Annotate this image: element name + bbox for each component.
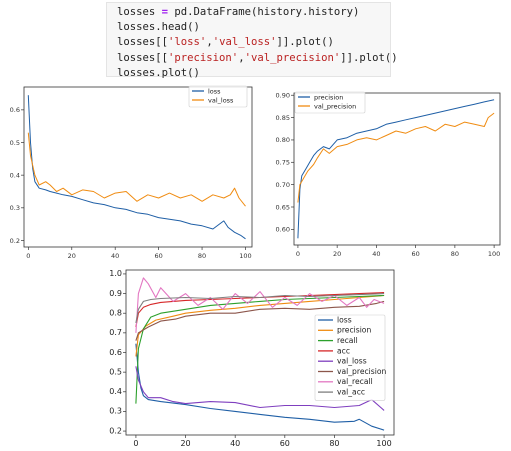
y-tick-label: 0.6 xyxy=(10,106,20,114)
y-tick-label: 0.3 xyxy=(10,204,20,212)
x-tick-label: 40 xyxy=(230,439,240,448)
y-tick-label: 0.6 xyxy=(109,348,122,357)
code-string: 'precision' xyxy=(168,51,239,64)
legend-label: loss xyxy=(337,315,352,324)
x-tick-label: 60 xyxy=(154,252,162,260)
code-token: , xyxy=(238,51,245,64)
series-line-val-acc xyxy=(135,293,385,324)
legend-label: loss xyxy=(208,87,221,95)
code-token: losses.plot() xyxy=(117,66,200,79)
x-tick-label: 0 xyxy=(26,252,30,260)
code-cell: losses = pd.DataFrame(history.history) lo… xyxy=(106,2,398,79)
legend-label: val_loss xyxy=(337,357,367,366)
code-token: ]].plot() xyxy=(340,51,398,64)
series-line-val-precision xyxy=(135,300,385,341)
series-line-val-loss xyxy=(27,132,246,207)
series-line-val-recall xyxy=(135,277,385,333)
y-tick-label: 0.85 xyxy=(276,114,290,122)
precision-chart: 0 20 40 60 80 100 0.60 0.65 0.70 0.75 0.80 0.85 0.90… xyxy=(272,81,508,263)
y-tick-label: 0.80 xyxy=(276,136,290,144)
code-line: losses.plot() xyxy=(117,66,390,81)
code-line: losses = pd.DataFrame(history.history) xyxy=(117,5,390,20)
y-tick-label: 1.0 xyxy=(109,269,122,278)
y-tick-label: 0.9 xyxy=(109,289,122,298)
series-line-loss xyxy=(27,95,246,240)
x-tick-label: 100 xyxy=(239,252,251,260)
x-tick-label: 0 xyxy=(133,439,138,448)
code-line: losses.head() xyxy=(117,20,390,35)
legend-box xyxy=(314,314,386,401)
series-line-val-loss xyxy=(135,366,385,411)
x-tick-label: 20 xyxy=(180,439,190,448)
code-token: losses[[ xyxy=(117,36,169,49)
y-tick-label: 0.2 xyxy=(109,426,122,435)
x-tick-label: 40 xyxy=(372,250,380,258)
all-metrics-chart: 0 20 40 60 80 100 0.2 0.3 0.4 0.5 0.6 0.7 0.8 0.9 1.0 l… xyxy=(104,266,400,451)
x-tick-label: 60 xyxy=(411,250,419,258)
precision-chart-svg: 0 20 40 60 80 100 0.60 0.65 0.70 0.75 0.80 0.85 0.90… xyxy=(276,91,501,258)
code-token: losses xyxy=(117,6,162,18)
code-token: ]].plot() xyxy=(276,36,334,49)
legend-label: val_acc xyxy=(337,388,365,397)
x-tick-label: 80 xyxy=(329,439,339,448)
code-token: pd.DataFrame(history.history) xyxy=(168,6,360,18)
legend-label: val_precision xyxy=(337,367,386,376)
legend-label: val_loss xyxy=(208,96,234,104)
code-line: losses[['loss','val_loss']].plot() xyxy=(117,35,390,50)
code-token: = xyxy=(161,6,169,18)
code-line: losses[['precision','val_precision']].pl… xyxy=(117,51,398,66)
y-tick-label: 0.4 xyxy=(10,171,20,179)
y-tick-label: 0.2 xyxy=(10,237,20,245)
y-tick-label: 0.65 xyxy=(276,203,290,211)
legend-label: acc xyxy=(337,346,350,355)
code-string: 'val_loss' xyxy=(212,36,277,49)
code-string: 'loss' xyxy=(168,36,207,49)
legend-label: val_precision xyxy=(314,102,356,110)
x-tick-label: 60 xyxy=(280,439,290,448)
x-tick-label: 100 xyxy=(376,439,391,448)
loss-chart: 0 20 40 60 80 100 0.2 0.3 0.4 0.5 0.6 loss val_loss xyxy=(6,81,258,263)
code-string: 'val_precision' xyxy=(244,51,341,64)
axes-frame xyxy=(293,92,501,246)
y-tick-label: 0.5 xyxy=(10,139,20,147)
series-line-acc xyxy=(135,292,385,328)
legend-label: recall xyxy=(337,336,358,345)
x-tick-label: 40 xyxy=(111,252,119,260)
series-line-precision xyxy=(297,99,495,239)
x-tick-label: 100 xyxy=(488,250,500,258)
y-tick-label: 0.3 xyxy=(109,407,122,416)
y-tick-label: 0.75 xyxy=(276,159,290,167)
legend-label: precision xyxy=(314,93,343,101)
code-token: , xyxy=(206,36,213,49)
y-tick-label: 0.90 xyxy=(276,92,290,100)
x-tick-label: 20 xyxy=(333,250,341,258)
y-tick-label: 0.8 xyxy=(109,309,122,318)
y-tick-label: 0.4 xyxy=(109,387,122,396)
legend-label: val_recall xyxy=(337,377,373,386)
code-token: losses[[ xyxy=(117,51,169,64)
y-tick-label: 0.5 xyxy=(109,367,122,376)
series-line-val-precision xyxy=(297,112,495,203)
all-metrics-chart-svg: 0 20 40 60 80 100 0.2 0.3 0.4 0.5 0.6 0.7 0.8 0.9 1.0 l… xyxy=(109,269,395,448)
y-tick-label: 0.7 xyxy=(109,328,122,337)
legend-box xyxy=(294,91,366,114)
axes-frame xyxy=(23,86,253,248)
code-token: losses.head() xyxy=(117,21,200,34)
x-tick-label: 80 xyxy=(198,252,206,260)
y-tick-label: 0.60 xyxy=(276,226,290,234)
x-tick-label: 0 xyxy=(296,250,300,258)
legend-label: precision xyxy=(337,326,371,335)
x-tick-label: 20 xyxy=(68,252,76,260)
y-tick-label: 0.70 xyxy=(276,181,290,189)
series-line-loss xyxy=(135,343,385,431)
x-tick-label: 80 xyxy=(451,250,459,258)
